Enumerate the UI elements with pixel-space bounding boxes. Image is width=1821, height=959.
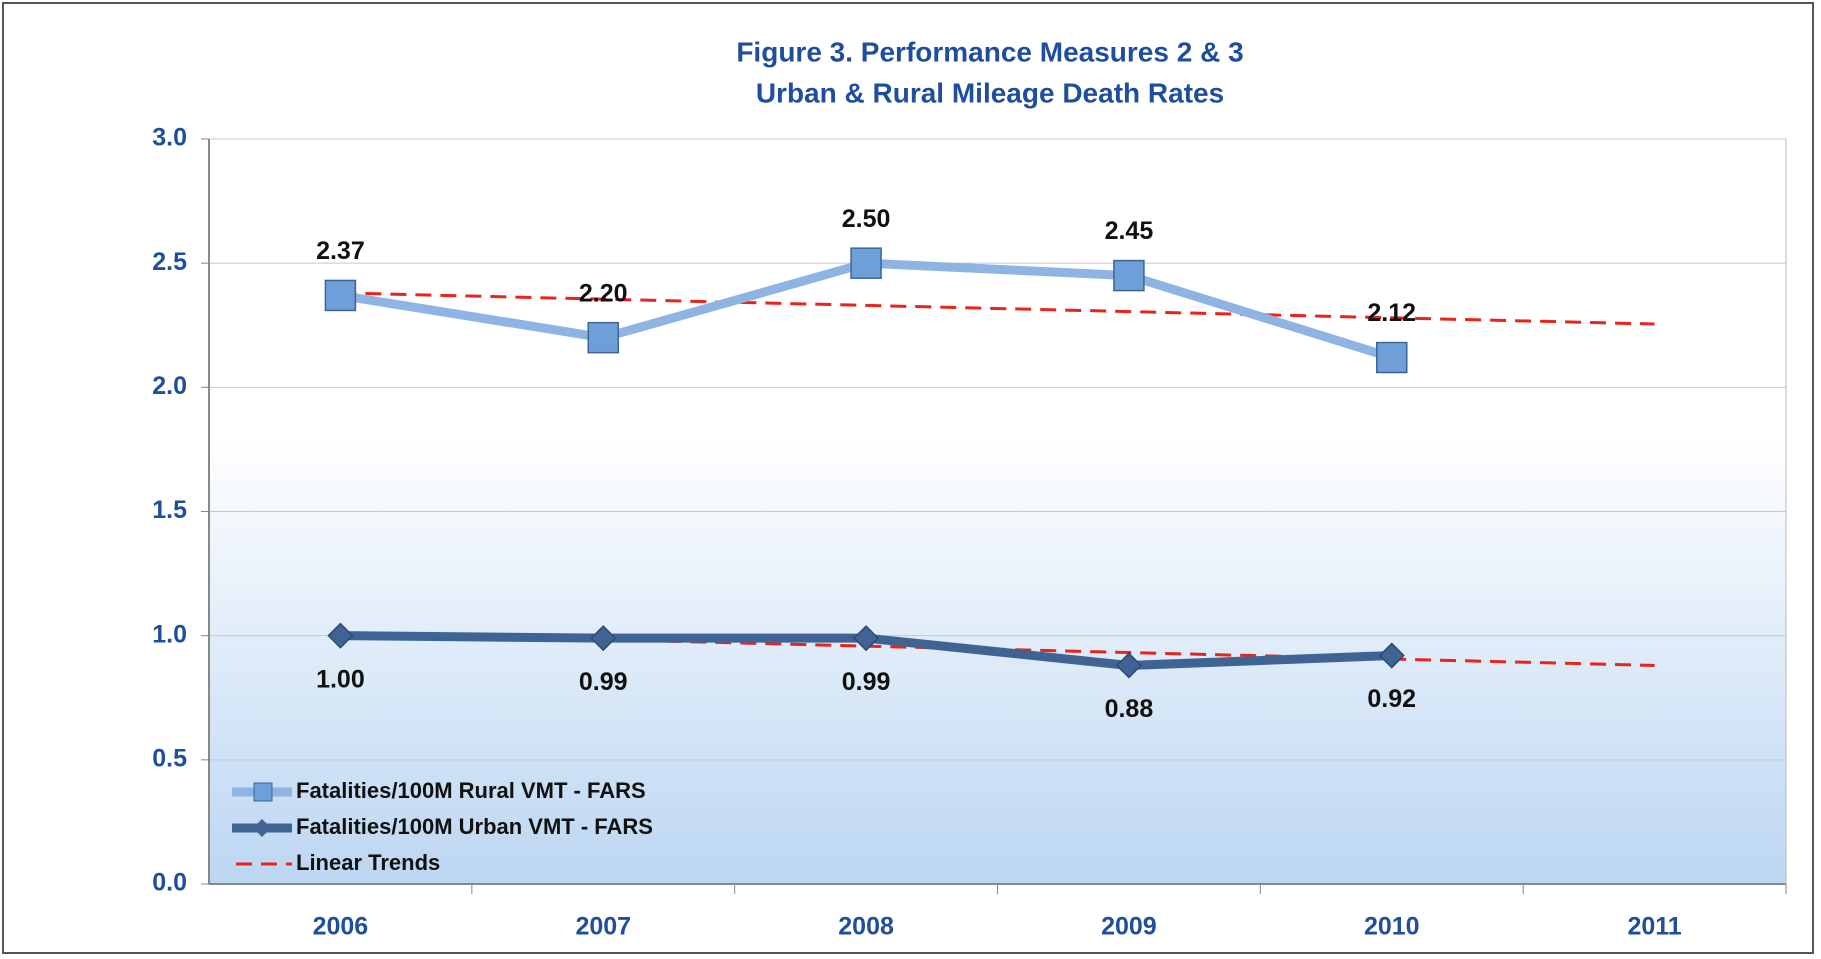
marker: [850, 247, 882, 279]
data-label: 2.20: [579, 279, 628, 307]
x-tick-label: 2010: [1364, 913, 1420, 941]
marker: [327, 622, 354, 649]
y-tick-label: 1.0: [152, 620, 187, 648]
legend-label: Linear Trends: [296, 850, 440, 875]
marker: [1115, 652, 1142, 679]
legend-marker: [253, 819, 271, 837]
marker: [1113, 259, 1145, 292]
marker: [1378, 642, 1405, 669]
marker: [587, 321, 619, 354]
x-tick-label: 2007: [575, 913, 631, 941]
data-label: 2.37: [316, 237, 365, 265]
y-tick-label: 2.5: [152, 248, 187, 276]
marker: [590, 625, 617, 652]
data-label: 0.92: [1367, 685, 1416, 713]
data-label: 0.99: [579, 668, 628, 696]
legend-marker: [253, 782, 273, 802]
chart-subtitle: Urban & Rural Mileage Death Rates: [756, 77, 1224, 108]
data-label: 2.45: [1105, 217, 1154, 245]
legend-label: Fatalities/100M Rural VMT - FARS: [296, 778, 646, 803]
x-tick-label: 2008: [838, 913, 894, 941]
data-label: 2.50: [842, 205, 891, 233]
x-tick-label: 2006: [313, 913, 369, 941]
marker: [324, 279, 357, 312]
data-label: 1.00: [316, 665, 365, 693]
data-label: 0.99: [842, 668, 891, 696]
legend-label: Fatalities/100M Urban VMT - FARS: [296, 814, 653, 839]
marker: [853, 625, 880, 652]
chart-title: Figure 3. Performance Measures 2 & 3: [736, 36, 1243, 67]
x-tick-label: 2011: [1627, 913, 1681, 941]
marker: [1376, 341, 1408, 374]
y-tick-label: 1.5: [152, 496, 187, 524]
y-tick-label: 0.0: [152, 869, 187, 897]
data-label: 2.12: [1367, 299, 1416, 327]
y-tick-label: 0.5: [152, 744, 187, 772]
trend-line: [340, 291, 1655, 326]
data-label: 0.88: [1105, 695, 1154, 723]
y-tick-label: 2.0: [152, 372, 187, 400]
y-tick-label: 3.0: [152, 124, 187, 152]
x-tick-label: 2009: [1101, 913, 1157, 941]
